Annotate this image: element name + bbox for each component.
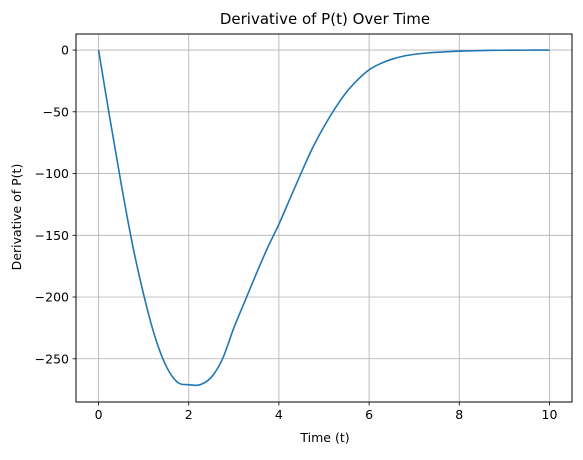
- y-axis-label: Derivative of P(t): [9, 164, 24, 271]
- x-tick-label: 8: [455, 407, 463, 422]
- y-tick-label: −50: [43, 104, 69, 119]
- y-tick-label: −150: [35, 228, 69, 243]
- x-tick-label: 0: [95, 407, 103, 422]
- x-axis-ticks: 0 2 4 6 8 10: [95, 402, 558, 422]
- x-axis-label: Time (t): [299, 430, 349, 445]
- y-tick-label: 0: [61, 43, 69, 58]
- x-tick-label: 6: [365, 407, 373, 422]
- plot-frame: [75, 33, 573, 403]
- x-tick-label: 4: [275, 407, 283, 422]
- grid-lines: [76, 34, 572, 402]
- y-tick-label: −200: [35, 290, 69, 305]
- chart-title: Derivative of P(t) Over Time: [220, 10, 430, 28]
- series-line: [97, 49, 550, 387]
- x-tick-label: 10: [542, 407, 558, 422]
- y-tick-label: −250: [35, 351, 69, 366]
- y-tick-label: −100: [35, 166, 69, 181]
- y-axis-ticks: 0 −50 −100 −150 −200 −250: [35, 43, 76, 366]
- plot-series: [97, 49, 550, 387]
- x-tick-label: 2: [185, 407, 193, 422]
